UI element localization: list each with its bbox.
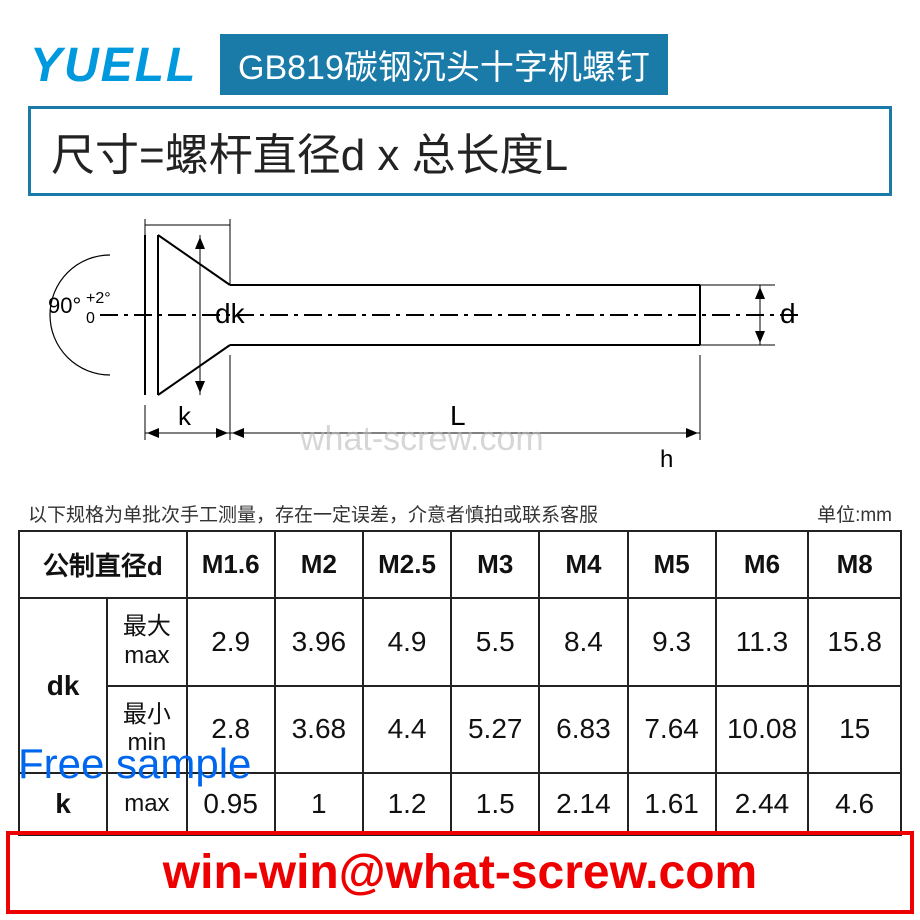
h-label: h (660, 446, 673, 473)
table-header-size: M8 (808, 531, 901, 598)
value-cell: 6.83 (539, 686, 627, 774)
table-header-size: M6 (716, 531, 809, 598)
note-row: 以下规格为单批次手工测量，存在一定误差，介意者慎拍或联系客服 单位:mm (28, 500, 892, 527)
value-cell: 3.68 (275, 686, 363, 774)
value-cell: 10.08 (716, 686, 809, 774)
value-cell: 11.3 (716, 598, 809, 686)
value-cell: 7.64 (628, 686, 716, 774)
value-cell: 5.5 (451, 598, 539, 686)
dk-label: dk (215, 298, 246, 329)
page-title: GB819碳钢沉头十字机螺钉 (220, 34, 668, 95)
table-header-size: M2 (275, 531, 363, 598)
table-header-d: 公制直径d (19, 531, 187, 598)
value-cell: 2.9 (187, 598, 275, 686)
note-right: 单位:mm (817, 500, 892, 527)
brand-logo: YUELL (30, 38, 197, 93)
note-left: 以下规格为单批次手工测量，存在一定误差，介意者慎拍或联系客服 (28, 500, 598, 527)
angle-label: 90° (48, 293, 81, 318)
value-cell: 15.8 (808, 598, 901, 686)
value-cell: 4.6 (808, 773, 901, 835)
spec-table: 公制直径dM1.6M2M2.5M3M4M5M6M8dk最大max2.93.964… (18, 530, 902, 836)
value-cell: 8.4 (539, 598, 627, 686)
value-cell: 4.4 (363, 686, 451, 774)
watermark-text: what-screw.com (300, 420, 544, 459)
value-cell: 4.9 (363, 598, 451, 686)
svg-text:+2°: +2° (86, 290, 111, 307)
table-row: dk最大max2.93.964.95.58.49.311.315.8 (19, 598, 901, 686)
value-cell: 15 (808, 686, 901, 774)
value-cell: 1.2 (363, 773, 451, 835)
value-cell: 1 (275, 773, 363, 835)
value-cell: 5.27 (451, 686, 539, 774)
contact-email: win-win@what-screw.com (163, 846, 757, 899)
sub-cell: 最大max (107, 598, 186, 686)
formula-text: 尺寸=螺杆直径d x 总长度L (51, 131, 568, 180)
table-header-size: M1.6 (187, 531, 275, 598)
table-header-size: M4 (539, 531, 627, 598)
svg-text:0: 0 (86, 310, 95, 327)
k-label: k (178, 401, 192, 431)
value-cell: 2.44 (716, 773, 809, 835)
table-header-size: M3 (451, 531, 539, 598)
table-header-size: M5 (628, 531, 716, 598)
value-cell: 2.14 (539, 773, 627, 835)
free-sample-text: Free sample (18, 740, 251, 788)
d-label: d (780, 298, 796, 329)
table-header-size: M2.5 (363, 531, 451, 598)
value-cell: 1.5 (451, 773, 539, 835)
formula-box: 尺寸=螺杆直径d x 总长度L (28, 106, 892, 196)
contact-email-bar: win-win@what-screw.com (6, 831, 914, 914)
value-cell: 9.3 (628, 598, 716, 686)
value-cell: 1.61 (628, 773, 716, 835)
value-cell: 3.96 (275, 598, 363, 686)
